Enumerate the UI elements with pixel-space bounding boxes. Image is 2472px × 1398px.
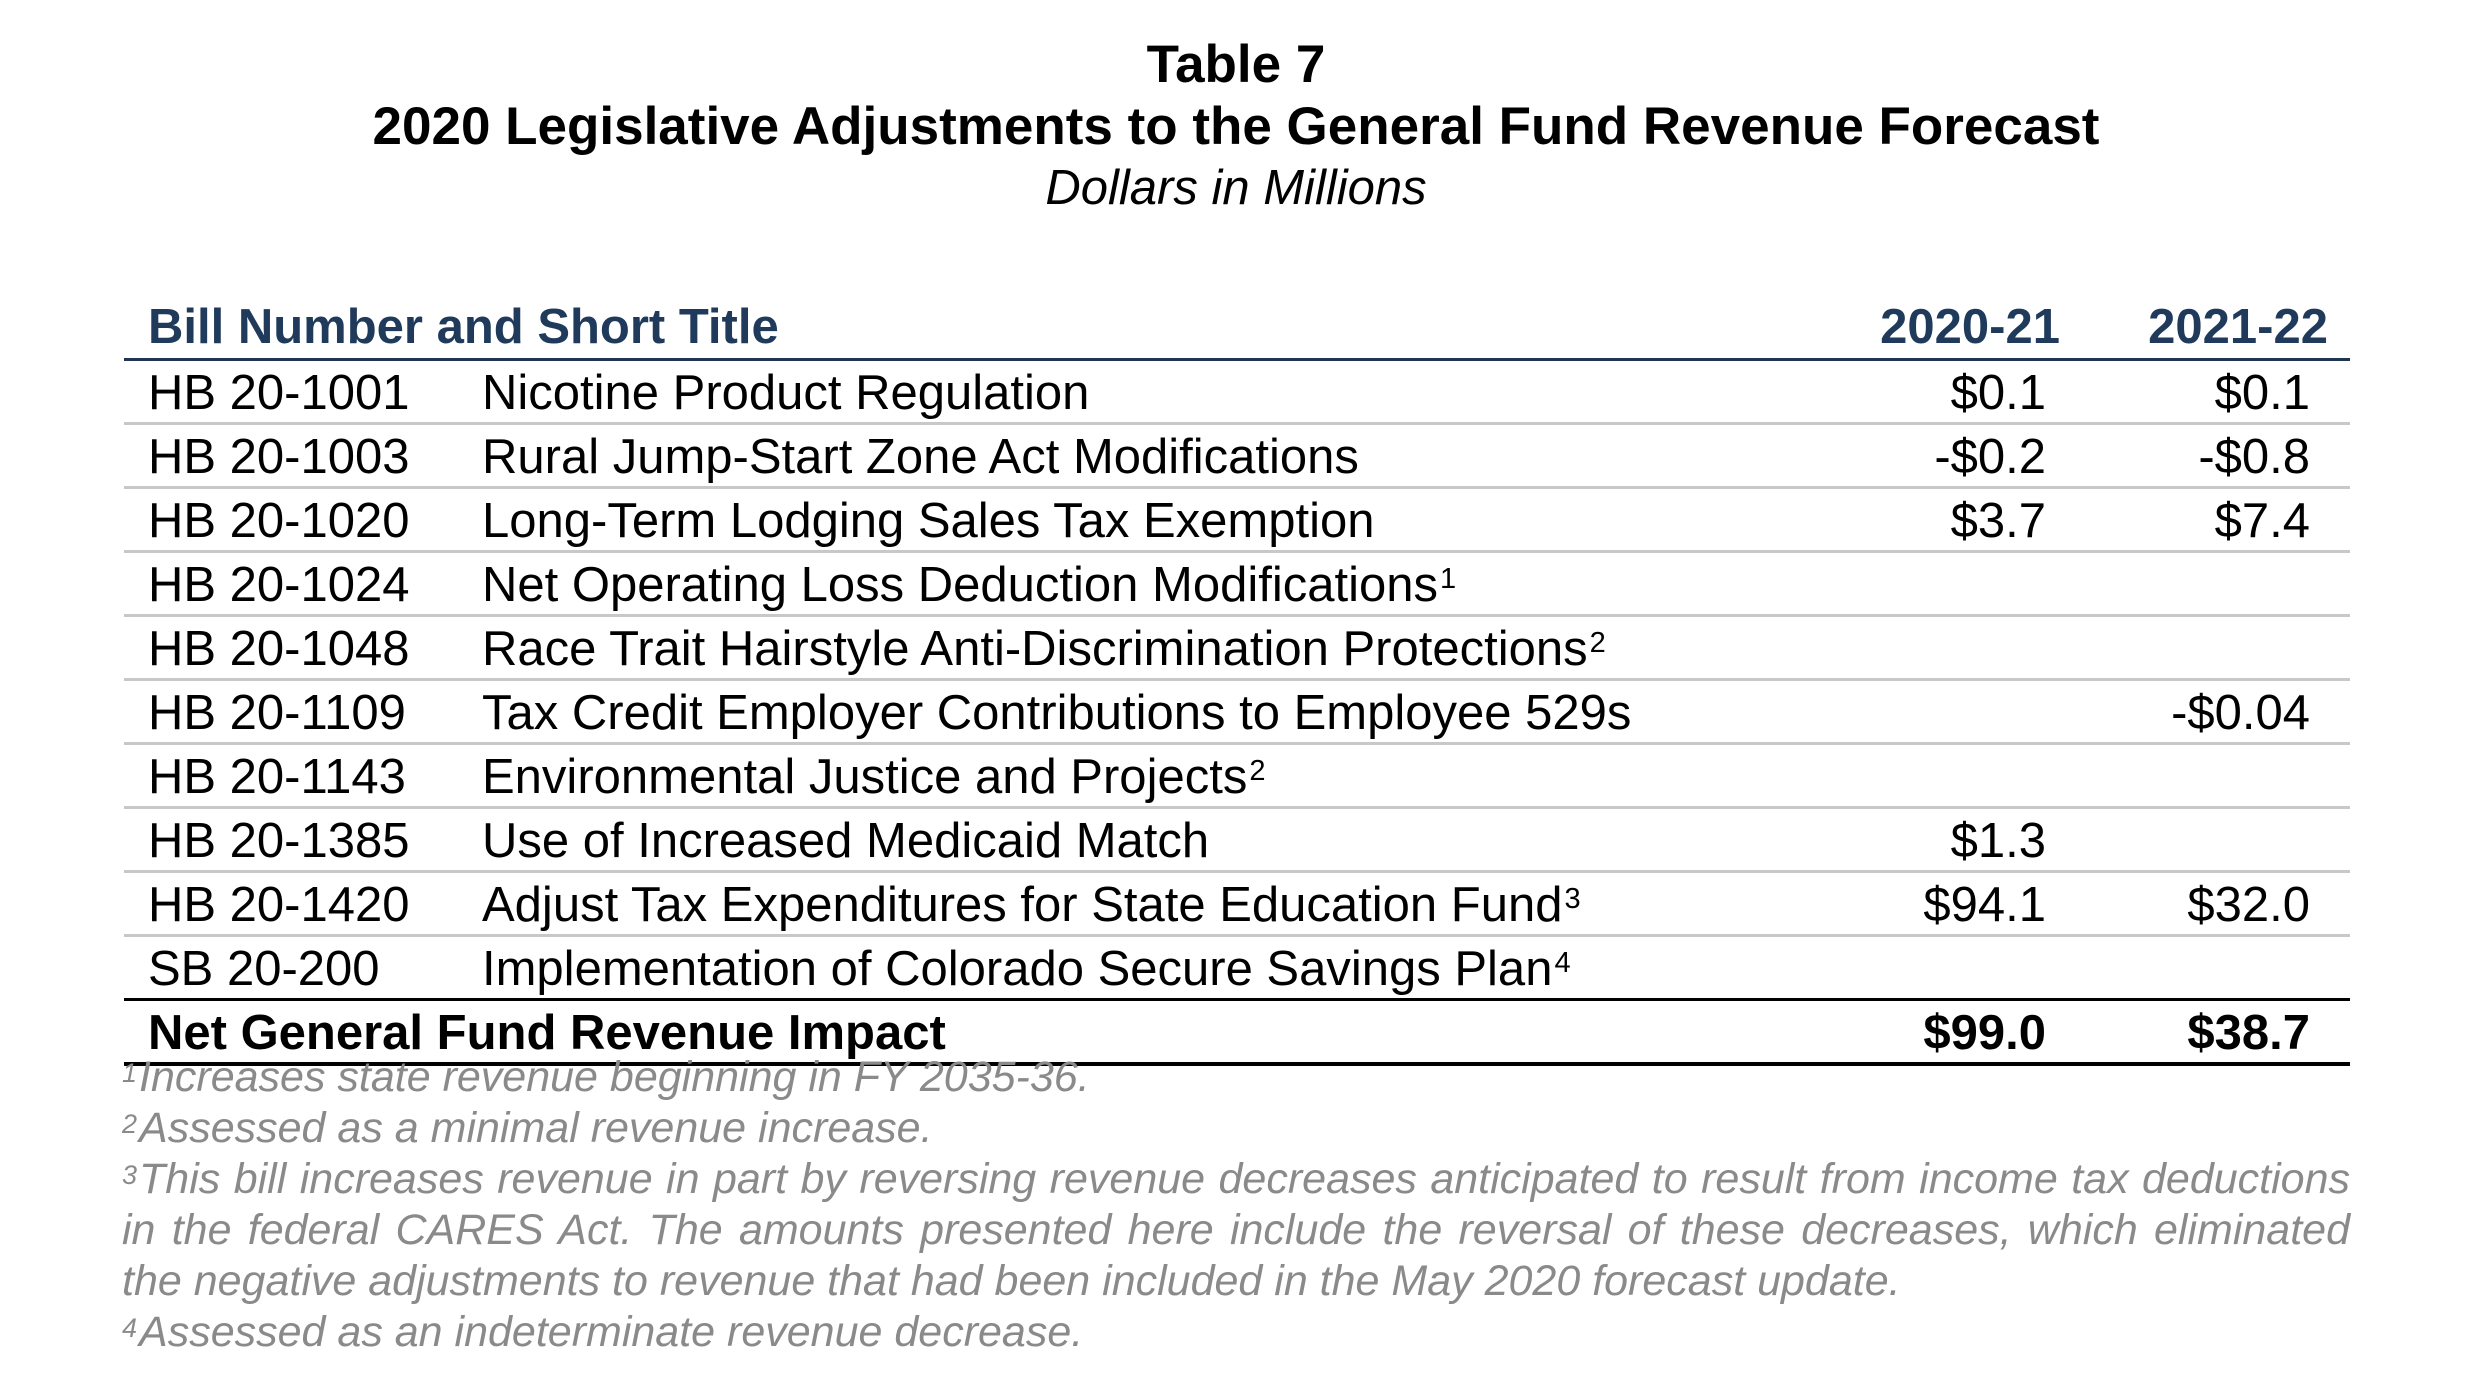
bill-number: HB 20-1385 xyxy=(148,814,410,868)
footnote-text: Increases state revenue beginning in FY … xyxy=(139,1053,1090,1101)
footnote-2: 2Assessed as a minimal revenue increase. xyxy=(122,1103,2350,1154)
value-2021-22: -$0.8 xyxy=(2198,430,2310,484)
table-row: HB 20-1024 Net Operating Loss Deduction … xyxy=(124,553,2350,617)
total-label: Net General Fund Revenue Impact xyxy=(148,1006,946,1060)
value-2021-22: $32.0 xyxy=(2187,878,2310,932)
footnote-text: Assessed as an indeterminate revenue dec… xyxy=(139,1308,1084,1356)
footnote-marker: 1 xyxy=(1440,563,1457,595)
bill-number: SB 20-200 xyxy=(148,942,380,996)
footnote-4: 4Assessed as an indeterminate revenue de… xyxy=(122,1307,2350,1358)
footnote-marker: 2 xyxy=(1249,755,1266,787)
table-row: HB 20-1048 Race Trait Hairstyle Anti-Dis… xyxy=(124,617,2350,681)
footnote-mark: 1 xyxy=(122,1058,138,1088)
bill-number: HB 20-1003 xyxy=(148,430,410,484)
bill-title: Tax Credit Employer Contributions to Emp… xyxy=(482,686,1632,740)
table-row: HB 20-1020 Long-Term Lodging Sales Tax E… xyxy=(124,489,2350,553)
footnote-mark: 4 xyxy=(122,1313,138,1343)
footnote-marker: 3 xyxy=(1564,883,1581,915)
header-year-2021-22: 2021-22 xyxy=(2148,300,2328,354)
value-2020-21: $1.3 xyxy=(1950,814,2046,868)
bill-number: HB 20-1020 xyxy=(148,494,410,548)
value-2020-21: $0.1 xyxy=(1950,366,2046,420)
table-row: SB 20-200 Implementation of Colorado Sec… xyxy=(124,937,2350,1001)
table-header-row: Bill Number and Short Title 2020-21 2021… xyxy=(124,296,2350,361)
value-2020-21: $94.1 xyxy=(1923,878,2046,932)
table-title: 2020 Legislative Adjustments to the Gene… xyxy=(372,97,2100,156)
bill-title: Environmental Justice and Projects2 xyxy=(482,750,1266,804)
total-2020-21: $99.0 xyxy=(1923,1006,2046,1060)
bill-title: Race Trait Hairstyle Anti-Discrimination… xyxy=(482,622,1606,676)
table-number: Table 7 xyxy=(1146,35,1326,94)
bill-title: Net Operating Loss Deduction Modificatio… xyxy=(482,558,1457,612)
footnotes: 1Increases state revenue beginning in FY… xyxy=(122,1052,2350,1358)
total-row: Net General Fund Revenue Impact $99.0 $3… xyxy=(124,998,2350,1066)
bill-title: Adjust Tax Expenditures for State Educat… xyxy=(482,878,1581,932)
table-row: HB 20-1109 Tax Credit Employer Contribut… xyxy=(124,681,2350,745)
revenue-adjustments-table: Bill Number and Short Title 2020-21 2021… xyxy=(124,296,2350,1066)
bill-number: HB 20-1420 xyxy=(148,878,410,932)
value-2020-21: -$0.2 xyxy=(1934,430,2046,484)
bill-number: HB 20-1024 xyxy=(148,558,410,612)
value-2021-22: $7.4 xyxy=(2214,494,2310,548)
value-2021-22: -$0.04 xyxy=(2171,686,2310,740)
value-2020-21: $3.7 xyxy=(1950,494,2046,548)
table-row: HB 20-1385 Use of Increased Medicaid Mat… xyxy=(124,809,2350,873)
bill-number: HB 20-1048 xyxy=(148,622,410,676)
table-row: HB 20-1420 Adjust Tax Expenditures for S… xyxy=(124,873,2350,937)
value-2021-22: $0.1 xyxy=(2214,366,2310,420)
header-year-2020-21: 2020-21 xyxy=(1880,300,2060,354)
table-row: HB 20-1143 Environmental Justice and Pro… xyxy=(124,745,2350,809)
table-subtitle: Dollars in Millions xyxy=(1045,161,1427,215)
footnote-mark: 3 xyxy=(122,1160,138,1190)
table-row: HB 20-1003 Rural Jump-Start Zone Act Mod… xyxy=(124,425,2350,489)
bill-title: Nicotine Product Regulation xyxy=(482,366,1090,420)
bill-title: Long-Term Lodging Sales Tax Exemption xyxy=(482,494,1375,548)
footnote-text: Assessed as a minimal revenue increase. xyxy=(139,1104,933,1152)
bill-title: Implementation of Colorado Secure Saving… xyxy=(482,942,1571,996)
footnote-mark: 2 xyxy=(122,1109,138,1139)
total-2021-22: $38.7 xyxy=(2187,1006,2310,1060)
bill-title: Use of Increased Medicaid Match xyxy=(482,814,1210,868)
table-row: HB 20-1001 Nicotine Product Regulation $… xyxy=(124,361,2350,425)
bill-number: HB 20-1001 xyxy=(148,366,410,420)
footnote-marker: 4 xyxy=(1554,947,1571,979)
footnote-3: 3This bill increases revenue in part by … xyxy=(122,1154,2350,1307)
footnote-marker: 2 xyxy=(1589,627,1606,659)
footnote-text: This bill increases revenue in part by r… xyxy=(122,1155,2350,1305)
bill-title: Rural Jump-Start Zone Act Modifications xyxy=(482,430,1359,484)
footnote-1: 1Increases state revenue beginning in FY… xyxy=(122,1052,2350,1103)
bill-number: HB 20-1143 xyxy=(148,750,406,804)
bill-number: HB 20-1109 xyxy=(148,686,406,740)
header-bill-title: Bill Number and Short Title xyxy=(148,300,779,354)
